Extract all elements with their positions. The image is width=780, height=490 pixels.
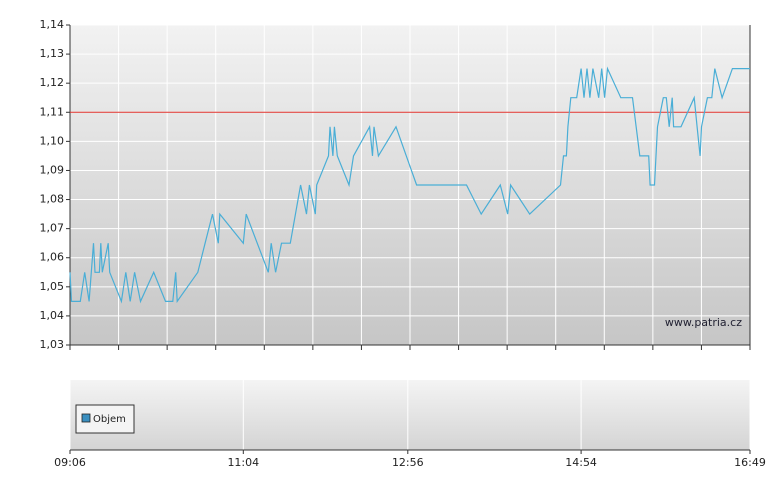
y-tick-label: 1,04 — [40, 309, 65, 322]
x-tick-label: 09:06 — [54, 456, 86, 469]
price-line — [69, 66, 750, 304]
y-tick-label: 1,13 — [40, 47, 65, 60]
y-tick-label: 1,03 — [40, 338, 65, 351]
watermark: www.patria.cz — [665, 316, 742, 329]
volume-plot — [70, 380, 750, 450]
y-tick-label: 1,07 — [40, 222, 65, 235]
y-tick-label: 1,14 — [40, 18, 65, 31]
y-tick-label: 1,12 — [40, 76, 65, 89]
x-tick-label: 14:54 — [565, 456, 597, 469]
legend-label: Objem — [93, 414, 126, 425]
y-tick-label: 1,05 — [40, 280, 65, 293]
x-tick-label: 16:49 — [734, 456, 766, 469]
legend-swatch — [81, 413, 91, 423]
x-tick-label: 12:56 — [392, 456, 424, 469]
y-tick-label: 1,08 — [40, 193, 65, 206]
y-tick-label: 1,09 — [40, 163, 65, 176]
y-tick-label: 1,11 — [40, 105, 65, 118]
y-tick-label: 1,10 — [40, 134, 65, 147]
x-tick-label: 11:04 — [227, 456, 259, 469]
y-tick-label: 1,06 — [40, 251, 65, 264]
